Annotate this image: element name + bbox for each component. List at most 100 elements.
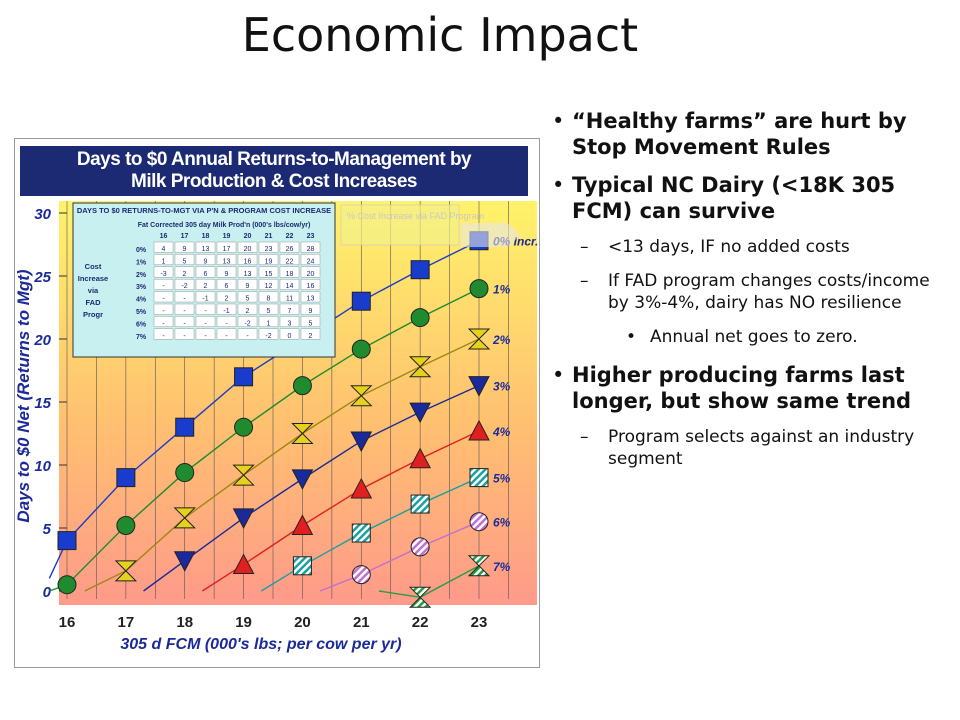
y-tick-label: 10 xyxy=(34,458,51,475)
data-point-circle xyxy=(234,417,254,437)
inset-cell-bg xyxy=(237,328,258,340)
inset-cell-bg xyxy=(237,266,258,278)
data-point-hourglass xyxy=(467,328,491,350)
inset-cell-bg xyxy=(216,303,237,315)
data-point-circle xyxy=(57,575,77,595)
inset-column-header: 22 xyxy=(286,233,294,240)
inset-cell-bg xyxy=(258,303,279,315)
inset-cell: - xyxy=(162,283,165,290)
data-point-triangle-down xyxy=(409,402,431,424)
x-tick-label: 20 xyxy=(294,614,311,631)
inset-cell: 28 xyxy=(307,246,315,253)
inset-table-subtitle: Fat Corrected 305 day Milk Prod'n (000's… xyxy=(138,222,311,229)
inset-row-pct: 1% xyxy=(136,259,147,266)
data-point-circle xyxy=(410,537,430,557)
inset-cell-bg xyxy=(195,254,216,266)
inset-cell-bg xyxy=(195,278,216,290)
inset-cell: 9 xyxy=(204,258,208,265)
inset-cell-bg xyxy=(216,316,237,327)
bullet-level-2: – <13 days, IF no added costs xyxy=(552,236,952,258)
bullet-text: Program selects against an industry segm… xyxy=(608,427,915,469)
inset-row-pct: 3% xyxy=(136,284,147,291)
inset-cell: 15 xyxy=(265,271,273,278)
inset-cell-bg xyxy=(153,278,174,290)
inset-cell-bg xyxy=(237,278,258,290)
inset-cell-bg xyxy=(216,266,237,278)
data-point-hourglass xyxy=(350,385,373,407)
data-point-square xyxy=(351,291,371,311)
series-label: 3% xyxy=(493,380,511,394)
data-point-hourglass xyxy=(467,555,491,577)
data-point-circle xyxy=(116,515,136,535)
inset-cell-bg xyxy=(195,241,216,253)
inset-cell-bg xyxy=(300,316,321,327)
inset-cell: 24 xyxy=(307,258,315,265)
inset-cell-bg xyxy=(174,254,195,266)
inset-cell: 8 xyxy=(267,296,271,303)
inset-cell: -2 xyxy=(265,333,271,340)
inset-cell-bg xyxy=(279,316,300,327)
data-point-triangle-up xyxy=(232,553,255,575)
inset-row-pct: 6% xyxy=(136,321,147,328)
bullet-level-3: Annual net goes to zero. xyxy=(552,326,952,348)
series-line xyxy=(84,338,480,592)
series-label: 5% xyxy=(493,472,511,486)
inset-cell-bg xyxy=(300,303,321,315)
inset-row-label: Increase xyxy=(78,274,108,283)
inset-cell: - xyxy=(183,308,186,315)
inset-cell-bg xyxy=(153,241,174,253)
inset-cell-bg xyxy=(237,241,258,253)
y-tick-label: 15 xyxy=(34,395,51,412)
series-label: 6% xyxy=(493,516,511,530)
legend-arrow xyxy=(461,223,521,247)
inset-cell: 5 xyxy=(267,308,271,315)
data-point-hourglass xyxy=(408,356,432,378)
chart-panel: 0 5 10 15 20 25 30 16 17 18 19 20 21 22 23 Days to $0 N… xyxy=(14,138,540,668)
inset-cell-bg xyxy=(174,303,195,315)
inset-cell-bg xyxy=(237,291,258,303)
data-point-circle xyxy=(351,339,371,359)
inset-cell: 9 xyxy=(246,283,250,290)
x-tick-label: 16 xyxy=(59,614,76,631)
inset-cell-bg xyxy=(258,254,279,266)
inset-column-header: 16 xyxy=(160,233,168,240)
inset-cell-bg xyxy=(237,303,258,315)
inset-cell-bg xyxy=(258,316,279,327)
inset-cell: 16 xyxy=(244,258,252,265)
bullet-level-2: – Program selects against an industry seg… xyxy=(552,426,952,470)
bullet-level-1: Higher producing farms last longer, but … xyxy=(552,362,952,414)
y-axis-title: Days to $0 Net (Returns to Mgt) xyxy=(15,269,33,522)
data-point-circle xyxy=(175,463,195,483)
x-tick-label: 17 xyxy=(118,614,135,631)
inset-cell-bg xyxy=(174,328,195,340)
x-tick-label: 19 xyxy=(235,614,252,631)
inset-row-label: Progr xyxy=(83,310,103,319)
inset-cell: 5 xyxy=(183,258,187,265)
data-point-triangle-up xyxy=(468,419,490,441)
inset-cell: 9 xyxy=(309,308,313,315)
inset-cell: 9 xyxy=(225,271,229,278)
inset-cell: 6 xyxy=(204,271,208,278)
dash-marker: – xyxy=(580,237,589,257)
inset-column-header: 20 xyxy=(244,233,252,240)
inset-cell: 19 xyxy=(265,258,273,265)
data-point-circle xyxy=(292,376,312,396)
data-point-square xyxy=(351,523,371,543)
inset-cell: 5 xyxy=(309,320,313,327)
inset-table: DAYS TO $0 RETURNS-TO-MGT VIA P'N & PROG… xyxy=(72,202,336,358)
data-point-hourglass xyxy=(232,464,255,486)
series-label: 4% xyxy=(492,425,511,439)
inset-cell-bg xyxy=(195,303,216,315)
data-point-square xyxy=(469,468,489,488)
inset-cell: 22 xyxy=(286,258,294,265)
inset-cell-bg xyxy=(153,316,174,327)
inset-cell: - xyxy=(162,308,165,315)
x-axis-title: 305 d FCM (000's lbs; per cow per yr) xyxy=(120,636,401,653)
inset-cell: - xyxy=(162,333,165,340)
inset-row-pct: 7% xyxy=(136,334,147,341)
inset-cell-bg xyxy=(258,291,279,303)
slide-title: Economic Impact xyxy=(241,8,639,62)
inset-cell-bg xyxy=(153,266,174,278)
inset-cell-bg xyxy=(279,241,300,253)
inset-cell: -2 xyxy=(244,320,250,327)
